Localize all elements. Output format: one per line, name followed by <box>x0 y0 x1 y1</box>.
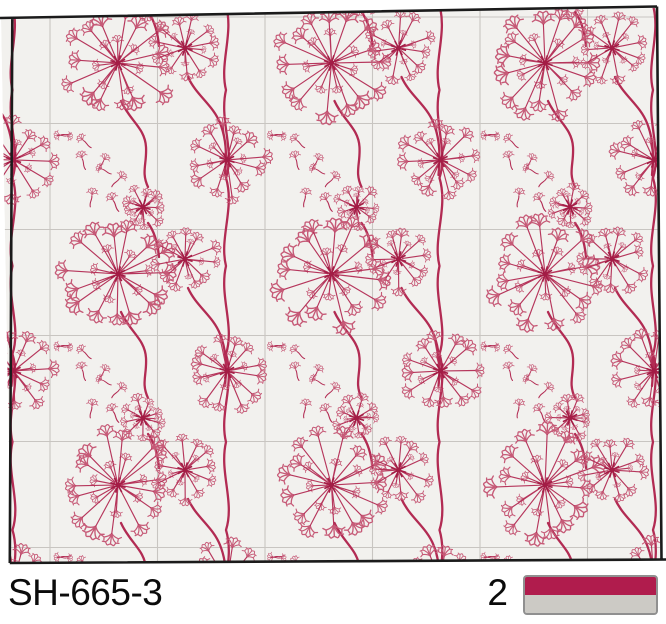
count-label: 2 <box>487 572 508 613</box>
wallpaper-pattern-image <box>0 5 666 565</box>
product-code-label: SH-665-3 <box>8 572 163 613</box>
swatch-bottom-color <box>525 595 656 613</box>
label-bar: SH-665-3 2 <box>0 568 666 624</box>
color-swatch <box>523 575 658 615</box>
swatch-top-color <box>525 577 656 595</box>
catalog-card: SH-665-3 2 <box>0 5 666 615</box>
